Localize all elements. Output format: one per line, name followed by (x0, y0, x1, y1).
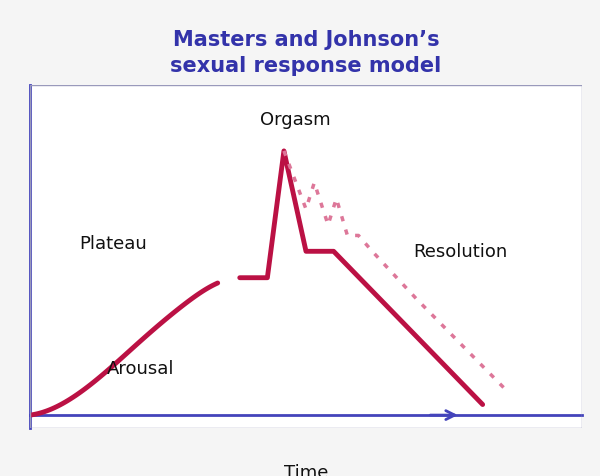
Bar (30, 86, 582, 428)
Text: Plateau: Plateau (79, 235, 146, 253)
Text: Orgasm: Orgasm (260, 111, 330, 129)
Text: Time: Time (284, 463, 328, 476)
Text: Resolution: Resolution (413, 243, 508, 261)
Text: Arousal: Arousal (107, 359, 174, 377)
Title: Masters and Johnson’s
sexual response model: Masters and Johnson’s sexual response mo… (170, 30, 442, 76)
